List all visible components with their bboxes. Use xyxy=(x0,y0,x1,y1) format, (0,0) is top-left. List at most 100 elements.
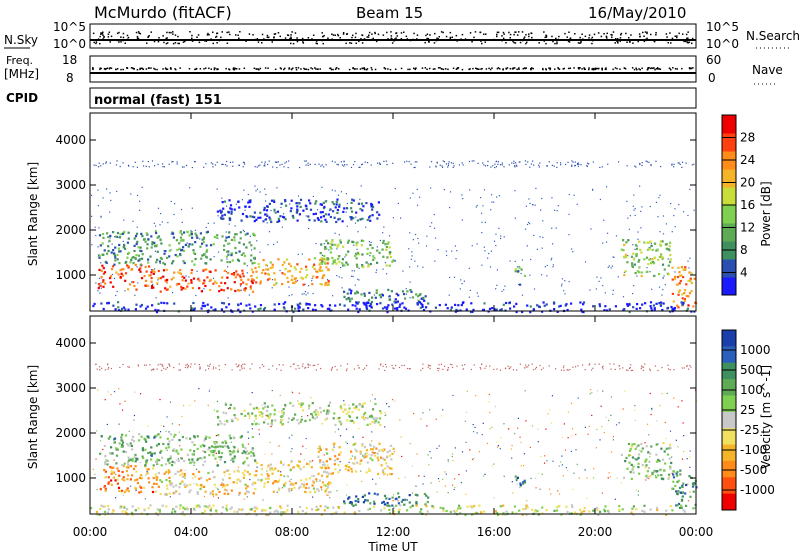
ytick-label: 4000 xyxy=(55,336,86,350)
noise-point xyxy=(122,39,125,42)
speckle-point xyxy=(602,242,604,244)
heatmap-cell xyxy=(684,266,687,269)
speckle-point xyxy=(636,245,638,247)
nave-point xyxy=(445,68,447,70)
heatmap-cell xyxy=(191,243,194,246)
speckle-point xyxy=(136,166,139,168)
heatmap-cell xyxy=(369,443,372,446)
heatmap-cell xyxy=(274,467,277,470)
speckle-point xyxy=(520,465,522,467)
heatmap-cell xyxy=(162,442,165,446)
noise-point xyxy=(102,31,104,33)
heatmap-cell xyxy=(95,510,98,514)
heatmap-cell xyxy=(127,237,130,240)
heatmap-cell xyxy=(378,293,381,297)
heatmap-cell xyxy=(632,252,635,255)
heatmap-cell xyxy=(233,236,236,239)
heatmap-cell xyxy=(635,508,638,511)
heatmap-cell xyxy=(266,405,269,408)
heatmap-cell xyxy=(139,249,142,252)
speckle-point xyxy=(290,478,292,481)
heatmap-cell xyxy=(335,220,338,224)
speckle-point xyxy=(441,165,443,167)
nave-point xyxy=(452,67,455,70)
heatmap-cell xyxy=(369,219,372,222)
heatmap-cell xyxy=(117,306,120,309)
speckle-point xyxy=(115,294,117,297)
noise-point xyxy=(616,40,618,43)
nave-point xyxy=(280,68,282,70)
heatmap-cell xyxy=(350,503,354,506)
heatmap-cell xyxy=(381,248,384,251)
nave-point xyxy=(461,68,464,71)
speckle-point xyxy=(534,477,537,479)
heatmap-cell xyxy=(134,235,138,238)
noise-point xyxy=(686,40,688,42)
heatmap-cell xyxy=(459,512,462,515)
speckle-point xyxy=(532,204,534,206)
heatmap-cell xyxy=(304,419,307,423)
speckle-point xyxy=(452,484,454,486)
ytick-label: 2000 xyxy=(55,223,86,237)
speckle-point xyxy=(207,404,209,406)
speckle-point xyxy=(447,461,449,463)
heatmap-cell xyxy=(133,244,136,247)
heatmap-cell xyxy=(366,499,369,502)
heatmap-cell xyxy=(243,473,246,477)
heatmap-cell xyxy=(140,435,143,438)
heatmap-cell xyxy=(117,247,120,250)
speckle-point xyxy=(626,165,628,167)
speckle-point xyxy=(134,391,136,393)
heatmap-cell xyxy=(125,489,128,492)
heatmap-cell xyxy=(312,213,315,216)
speckle-point xyxy=(519,161,521,163)
speckle-point xyxy=(143,364,146,366)
heatmap-cell xyxy=(358,509,361,513)
speckle-point xyxy=(122,363,124,366)
speckle-point xyxy=(435,165,437,167)
speckle-point xyxy=(484,250,486,252)
nave-point xyxy=(442,68,445,71)
speckle-point xyxy=(591,369,593,371)
nave-point xyxy=(319,68,321,70)
heatmap-cell xyxy=(343,500,346,503)
heatmap-cell xyxy=(266,481,270,484)
heatmap-cell xyxy=(164,463,168,466)
speckle-point xyxy=(230,459,232,461)
speckle-point xyxy=(655,201,658,204)
speckle-point xyxy=(488,252,490,255)
heatmap-cell xyxy=(202,301,205,305)
heatmap-cell xyxy=(630,463,633,466)
heatmap-cell xyxy=(471,505,474,508)
heatmap-cell xyxy=(334,468,337,471)
heatmap-cell xyxy=(160,257,163,260)
heatmap-cell xyxy=(278,302,281,306)
heatmap-cell xyxy=(317,218,320,221)
heatmap-cell xyxy=(366,461,369,464)
speckle-point xyxy=(183,166,185,168)
noise-point xyxy=(646,32,648,35)
heatmap-cell xyxy=(282,413,285,416)
heatmap-cell xyxy=(268,506,272,510)
noise-point xyxy=(523,36,526,38)
heatmap-cell xyxy=(191,441,194,444)
colorbar-segment xyxy=(722,277,736,296)
noise-point xyxy=(538,42,540,44)
speckle-point xyxy=(610,368,612,370)
noise-point xyxy=(619,40,621,42)
heatmap-cell xyxy=(314,212,317,215)
speckle-point xyxy=(173,213,175,216)
heatmap-cell xyxy=(652,304,655,307)
heatmap-cell xyxy=(150,271,153,274)
speckle-point xyxy=(339,266,342,269)
speckle-point xyxy=(157,279,159,281)
heatmap-cell xyxy=(103,485,106,488)
speckle-point xyxy=(358,367,360,369)
noise-point xyxy=(521,31,524,33)
speckle-point xyxy=(213,409,215,411)
speckle-point xyxy=(430,482,432,484)
heatmap-cell xyxy=(289,210,292,213)
nave-point xyxy=(605,67,607,69)
heatmap-cell xyxy=(331,243,334,246)
speckle-point xyxy=(484,165,487,167)
